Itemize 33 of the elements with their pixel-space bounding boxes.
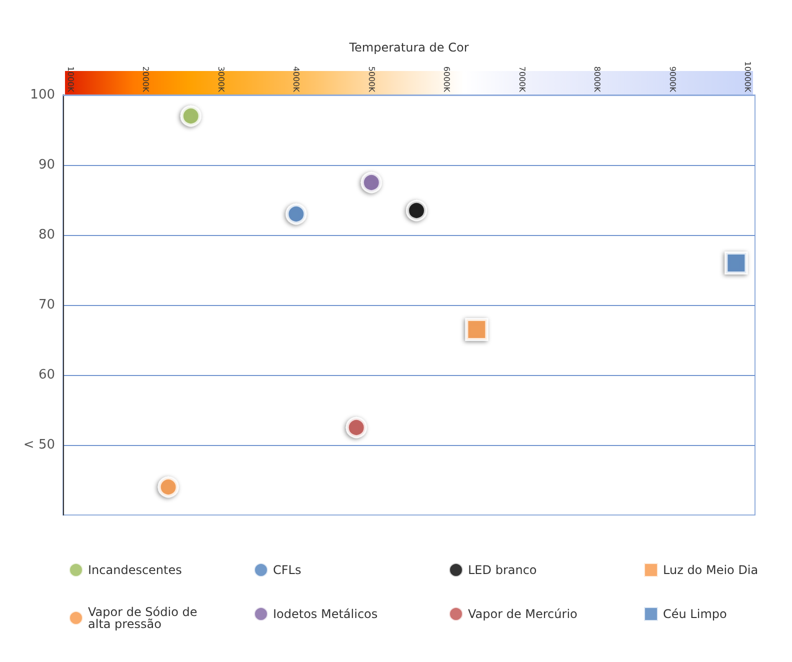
x-tick-label: 8000K (592, 66, 602, 93)
x-tick-label: 9000K (668, 66, 677, 93)
legend-label: Vapor de Mercúrio (468, 607, 578, 621)
x-tick-label: 3000K (216, 66, 226, 93)
x-tick-label: 4000K (292, 66, 301, 93)
y-tick-label: 90 (38, 158, 55, 172)
point (406, 200, 428, 221)
legend-label: Incandescentes (88, 563, 182, 577)
y-tick-label: 80 (38, 228, 55, 242)
point (286, 204, 307, 224)
point (346, 417, 367, 438)
point (465, 318, 488, 341)
point (360, 172, 382, 193)
y-tick-label: 60 (38, 368, 55, 382)
x-tick-label: 1000K (66, 66, 76, 93)
legend-label: Iodetos Metálicos (273, 607, 378, 621)
y-tick-label: 70 (38, 298, 55, 312)
legend-label: Luz do Meio Dia (663, 563, 758, 577)
y-tick-label: 100 (30, 88, 55, 102)
x-tick-label: 10000K (742, 61, 752, 93)
y-tick-label: < 50 (23, 438, 55, 452)
x-tick-label: 6000K (442, 66, 452, 93)
point (724, 252, 748, 274)
x-tick-label: 7000K (517, 66, 526, 93)
x-tick-label: 5000K (366, 66, 376, 93)
legend-label: CFLs (273, 563, 302, 577)
legend-label: LED branco (468, 563, 537, 577)
legend-label: Céu Limpo (663, 607, 727, 621)
point (180, 106, 202, 126)
x-axis-title: Temperatura de Cor (348, 40, 469, 54)
x-tick-label: 2000K (141, 66, 150, 93)
legend-label: Vapor de Sódio de alta pressão (88, 605, 202, 631)
point (158, 476, 179, 498)
